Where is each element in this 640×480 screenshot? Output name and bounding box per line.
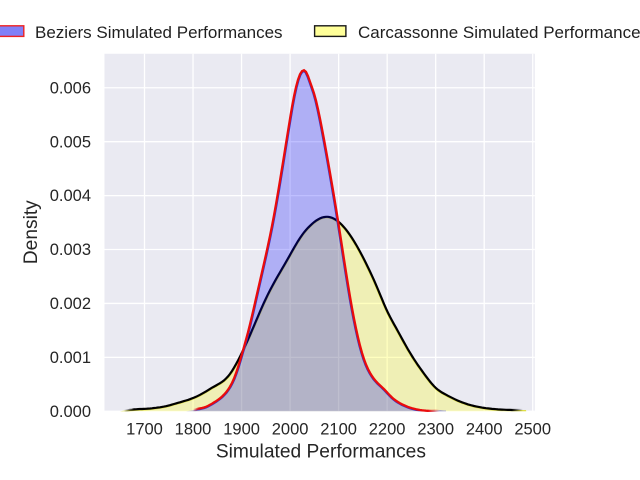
svg-text:2100: 2100 (320, 420, 357, 438)
svg-text:0.003: 0.003 (50, 241, 91, 259)
svg-text:2400: 2400 (466, 420, 503, 438)
svg-text:Beziers Simulated Performances: Beziers Simulated Performances (35, 23, 283, 42)
svg-text:0.006: 0.006 (50, 79, 91, 97)
svg-text:1700: 1700 (126, 420, 163, 438)
svg-text:0.005: 0.005 (50, 133, 91, 151)
svg-text:Carcassonne Simulated Performa: Carcassonne Simulated Performances (358, 23, 640, 42)
svg-text:Density: Density (21, 200, 42, 264)
svg-text:2500: 2500 (514, 420, 551, 438)
svg-text:2000: 2000 (272, 420, 309, 438)
svg-text:1900: 1900 (223, 420, 260, 438)
svg-text:Simulated Performances: Simulated Performances (216, 442, 426, 463)
svg-text:0.002: 0.002 (50, 295, 91, 313)
svg-text:0.001: 0.001 (50, 349, 91, 367)
svg-text:0.004: 0.004 (50, 187, 91, 205)
svg-text:2300: 2300 (417, 420, 454, 438)
svg-text:1800: 1800 (175, 420, 212, 438)
svg-text:2200: 2200 (369, 420, 406, 438)
svg-text:0.000: 0.000 (50, 403, 91, 421)
